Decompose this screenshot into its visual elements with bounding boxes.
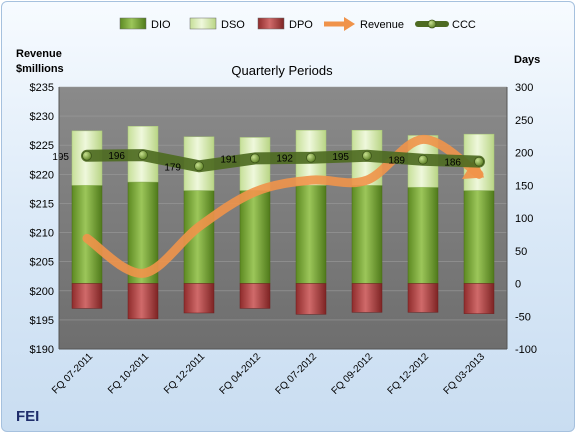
left-axis-label-line1: Revenue [16,48,62,60]
right-tick-label: 0 [515,279,521,291]
left-tick-label: $220 [30,169,54,181]
x-tick-label: FQ 07-2012 [274,351,320,397]
bar-dpo [71,283,103,309]
revenue-line-group [82,134,485,278]
x-tick-label: FQ 12-2012 [386,351,432,397]
bar-dpo [463,283,495,314]
revenue-line [82,134,484,278]
legend-arrow-revenue [344,17,355,31]
left-tick-label: $195 [30,315,54,327]
revenue-arrowhead [461,156,485,180]
left-tick-label: $235 [30,82,54,94]
legend-label-dpo: DPO [289,19,313,31]
axes-group: $190 $195 $200 $205 $210 $215 $220 $225 $230 $235… [30,82,538,356]
ccc-data-label: 179 [164,162,181,173]
x-tick-label: FQ 12-2011 [162,351,207,396]
x-tick-label: FQ 03-2013 [442,351,488,397]
legend-label-ccc: CCC [452,19,476,31]
bar-dpo [407,283,439,313]
ccc-point [474,156,484,167]
legend-swatch-dio [119,17,147,30]
chart-title: Quarterly Periods [231,63,333,78]
ccc-data-label: 195 [332,152,349,163]
ccc-point [138,150,148,161]
x-tick-labels: FQ 07-2011 FQ 10-2011 FQ 12-2011 FQ 04-2012… [50,351,487,397]
left-tick-label: $225 [30,140,54,152]
ccc-data-label: 189 [388,156,405,167]
ccc-point [362,150,372,161]
right-tick-label: 200 [515,148,533,160]
right-tick-label: -100 [515,344,537,356]
ccc-line [81,149,485,173]
bar-dio [351,185,383,284]
right-axis-label: Days [514,54,540,66]
bar-dpo [183,283,215,314]
legend-label-dio: DIO [151,19,171,31]
plot-area [59,87,507,349]
bar-dio [239,190,271,284]
legend-dot-ccc [427,19,437,29]
legend-label-dso: DSO [221,19,245,31]
bar-dpo [127,283,159,320]
ccc-data-label: 186 [444,158,461,169]
ccc-point [418,154,428,165]
ccc-data-label: 192 [276,154,293,165]
left-axis-label-line2: $millions [16,63,64,75]
bar-dio [295,185,327,284]
ccc-line-group: 195 196 179 191 192 195 189 186 [52,149,485,173]
company-name: FEI [16,408,39,425]
x-tick-label: FQ 07-2011 [50,351,95,396]
left-tick-label: $205 [30,257,54,269]
x-tick-label: FQ 04-2012 [218,351,264,397]
bar-dpo [295,283,327,315]
left-tick-label: $200 [30,286,54,298]
ccc-point [82,150,92,161]
ccc-data-label: 195 [52,152,69,163]
bar-dpo [239,283,271,309]
ccc-point [194,161,204,172]
right-tick-label: 50 [515,246,527,258]
right-tick-label: 300 [515,82,533,94]
legend: DIO DSO DPO Revenue CCC [119,17,476,31]
left-tick-label: $190 [30,344,54,356]
legend-swatch-dso [189,17,217,30]
left-tick-label: $230 [30,111,54,123]
left-tick-label: $215 [30,198,54,210]
ccc-data-label: 196 [108,151,125,162]
ccc-point [306,152,316,163]
bar-dio [407,186,439,284]
right-tick-label: 250 [515,115,533,127]
legend-label-revenue: Revenue [360,19,404,31]
bar-dpo [351,283,383,313]
left-tick-label: $210 [30,228,54,240]
legend-swatch-dpo [257,17,285,30]
bar-dio [463,190,495,284]
x-tick-label: FQ 09-2012 [330,351,376,397]
right-tick-label: -50 [515,311,531,323]
x-tick-label: FQ 10-2011 [106,351,151,396]
ccc-point [250,153,260,164]
right-tick-label: 150 [515,180,533,192]
ccc-data-label: 191 [220,154,237,165]
right-tick-label: 100 [515,213,533,225]
